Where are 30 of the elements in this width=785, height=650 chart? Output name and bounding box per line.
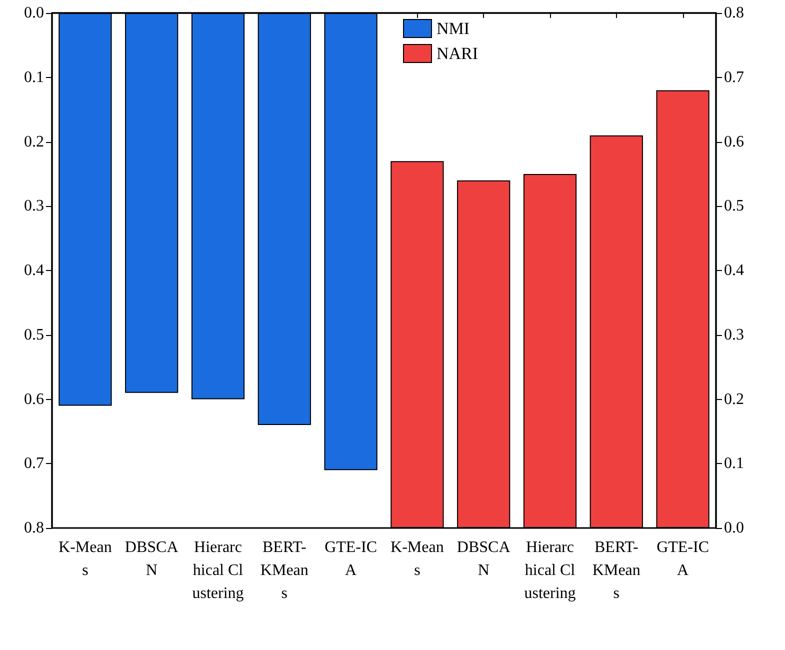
x-tick-label: K-Means <box>58 539 112 579</box>
y-tick-label: 0.3 <box>24 198 44 215</box>
y2-tick-label: 0.1 <box>724 455 744 472</box>
x-tick-label: GTE-ICA <box>324 539 378 579</box>
x-tick-label: DBSCAN <box>456 539 511 579</box>
y-tick-label: 0.8 <box>24 520 44 536</box>
legend-label: NMI <box>436 19 470 38</box>
x-tick-label: BERT-KMeans <box>260 539 308 602</box>
y2-tick-label: 0.8 <box>724 4 744 22</box>
x-tick-label: DBSCAN <box>124 539 179 579</box>
y2-tick-label: 0.3 <box>724 326 744 344</box>
y-tick-label: 0.6 <box>24 390 44 408</box>
x-tick-label: K-Means <box>390 539 444 579</box>
y-tick-label: 0.2 <box>24 133 44 150</box>
y-tick-label: 0.5 <box>24 326 44 344</box>
y2-tick-label: 0.5 <box>724 198 744 215</box>
y-tick-label: 0.7 <box>24 455 44 472</box>
x-tick-label: GTE-ICA <box>656 539 710 579</box>
y-tick-label: 0.0 <box>24 4 44 22</box>
y2-tick-label: 0.7 <box>724 68 744 86</box>
y-tick-label: 0.1 <box>24 68 44 86</box>
x-tick-label: BERT-KMeans <box>592 539 640 602</box>
x-tick-label: Hierarchical Clustering <box>524 539 576 602</box>
legend-label: NARI <box>436 44 478 63</box>
x-tick-label: Hierarchical Clustering <box>192 539 244 602</box>
y-tick-label: 0.4 <box>24 262 44 279</box>
y2-tick-label: 0.0 <box>724 520 744 536</box>
y2-tick-label: 0.6 <box>724 133 744 150</box>
y2-tick-label: 0.2 <box>724 390 744 408</box>
y2-tick-label: 0.4 <box>724 262 744 279</box>
